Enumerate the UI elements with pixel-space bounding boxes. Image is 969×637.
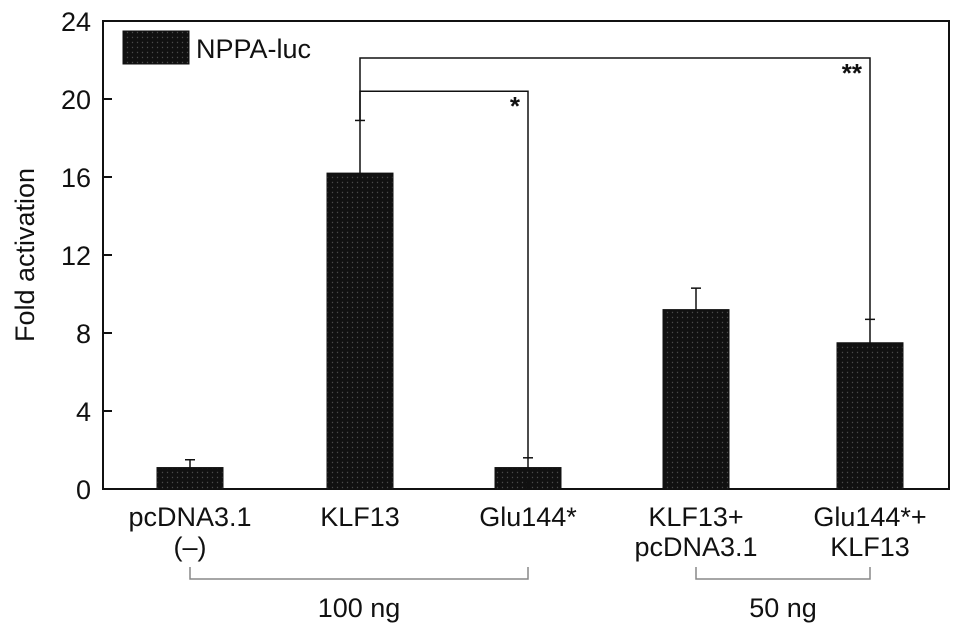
y-tick-label: 0 [76, 475, 91, 505]
x-tick-label: KLF13 [830, 532, 910, 562]
y-tick-label: 8 [76, 319, 91, 349]
error-bars [185, 119, 875, 468]
group-brackets: 100 ng 50 ng [189, 567, 871, 623]
significance-brackets: *** [359, 57, 871, 458]
y-tick-label: 20 [61, 85, 91, 115]
significance-label: ** [842, 58, 863, 88]
group-label: 50 ng [749, 593, 817, 623]
legend-label: NPPA-luc [196, 34, 311, 64]
y-tick-label: 4 [76, 397, 91, 427]
x-tick-label: KLF13+ [648, 502, 743, 532]
x-tick-label: pcDNA3.1 [128, 502, 251, 532]
x-tick-label: Glu144*+ [813, 502, 926, 532]
bar [326, 172, 394, 490]
bar [836, 342, 904, 490]
y-axis-ticks: 0 4 8 12 16 20 24 [61, 7, 112, 505]
legend: NPPA-luc [122, 30, 311, 65]
group-label: 100 ng [318, 593, 401, 623]
significance-bracket [359, 57, 871, 320]
x-tick-label: KLF13 [320, 502, 400, 532]
y-tick-label: 24 [61, 7, 91, 37]
group-bracket [695, 567, 871, 580]
x-tick-label: (–) [174, 532, 207, 562]
legend-swatch [122, 30, 190, 65]
significance-label: * [510, 91, 521, 121]
group-bracket [189, 567, 529, 580]
x-tick-label: Glu144* [479, 502, 577, 532]
y-axis-label: Fold activation [10, 168, 40, 342]
bars [156, 172, 904, 490]
y-tick-label: 12 [61, 241, 91, 271]
bar [662, 309, 730, 490]
y-tick-label: 16 [61, 163, 91, 193]
x-tick-label: pcDNA3.1 [634, 532, 757, 562]
x-axis-labels: pcDNA3.1(–)KLF13 Glu144* KLF13+pcDNA3.1Glu… [128, 481, 927, 562]
